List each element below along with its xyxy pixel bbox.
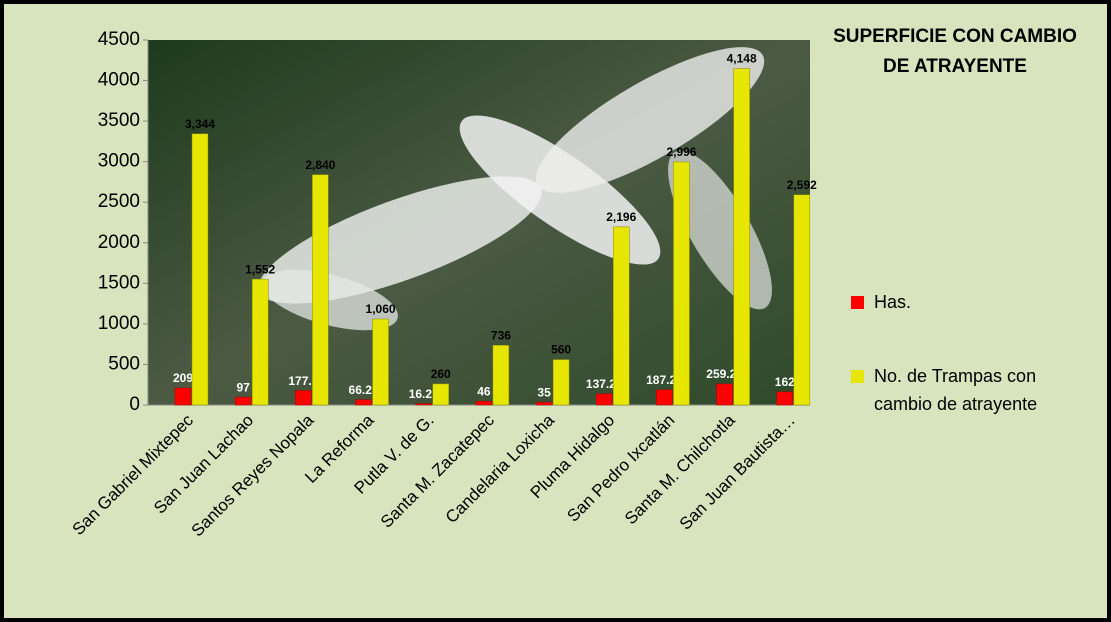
value-label: 4,148 [727, 52, 757, 66]
legend-label: No. de Trampas con cambio de atrayente [874, 366, 1038, 414]
y-tick-label: 4000 [98, 70, 140, 91]
y-tick-label: 500 [108, 353, 140, 374]
value-label: 35 [537, 385, 551, 399]
bar [295, 390, 312, 406]
bar [372, 318, 389, 406]
value-label: 2,592 [787, 178, 817, 192]
value-label: 162 [775, 375, 795, 389]
legend-label: Has. [874, 292, 912, 312]
bar [596, 393, 613, 406]
value-label: 560 [551, 343, 571, 357]
bar [355, 399, 372, 406]
value-label: 2,996 [666, 145, 696, 159]
plot-photo [148, 40, 810, 405]
value-label: 66.25 [349, 383, 379, 397]
bar [793, 194, 811, 406]
bar [251, 278, 269, 406]
bar [234, 396, 252, 406]
bar [673, 161, 690, 406]
bar [733, 68, 750, 406]
value-label: 97 [237, 380, 251, 394]
bar [716, 383, 733, 406]
value-label: 1,552 [245, 262, 275, 276]
y-tick-label: 3000 [98, 151, 140, 172]
y-tick-label: 2500 [98, 191, 140, 212]
y-tick-label: 3500 [98, 110, 140, 131]
legend-swatch [851, 370, 864, 383]
bar [613, 226, 630, 406]
bar [312, 174, 329, 406]
chart-title: SUPERFICIE CON CAMBIO DE ATRAYENTE [833, 26, 1077, 77]
bar [776, 391, 794, 406]
value-label: 1,060 [366, 302, 396, 316]
y-tick-label: 1500 [98, 272, 140, 293]
value-label: 260 [431, 367, 451, 381]
y-tick-label: 0 [129, 394, 140, 415]
bar [656, 389, 673, 406]
value-label: 2,840 [305, 158, 335, 172]
bar [535, 401, 553, 406]
value-label: 46 [477, 384, 491, 398]
bar [174, 387, 192, 406]
bar [475, 401, 493, 406]
bar [415, 403, 432, 406]
value-label: 736 [491, 328, 511, 342]
bar [492, 345, 510, 406]
y-tick-label: 4500 [98, 29, 140, 50]
value-label: 209 [173, 371, 193, 385]
bar [432, 383, 449, 406]
bar [191, 133, 209, 406]
value-label: 3,344 [185, 117, 215, 131]
value-label: 16.25 [409, 387, 439, 401]
y-tick-label: 2000 [98, 232, 140, 253]
bar [552, 359, 570, 406]
y-tick-label: 1000 [98, 313, 140, 334]
legend-swatch [851, 296, 864, 309]
value-label: 177.5 [288, 374, 318, 388]
value-label: 2,196 [606, 210, 636, 224]
